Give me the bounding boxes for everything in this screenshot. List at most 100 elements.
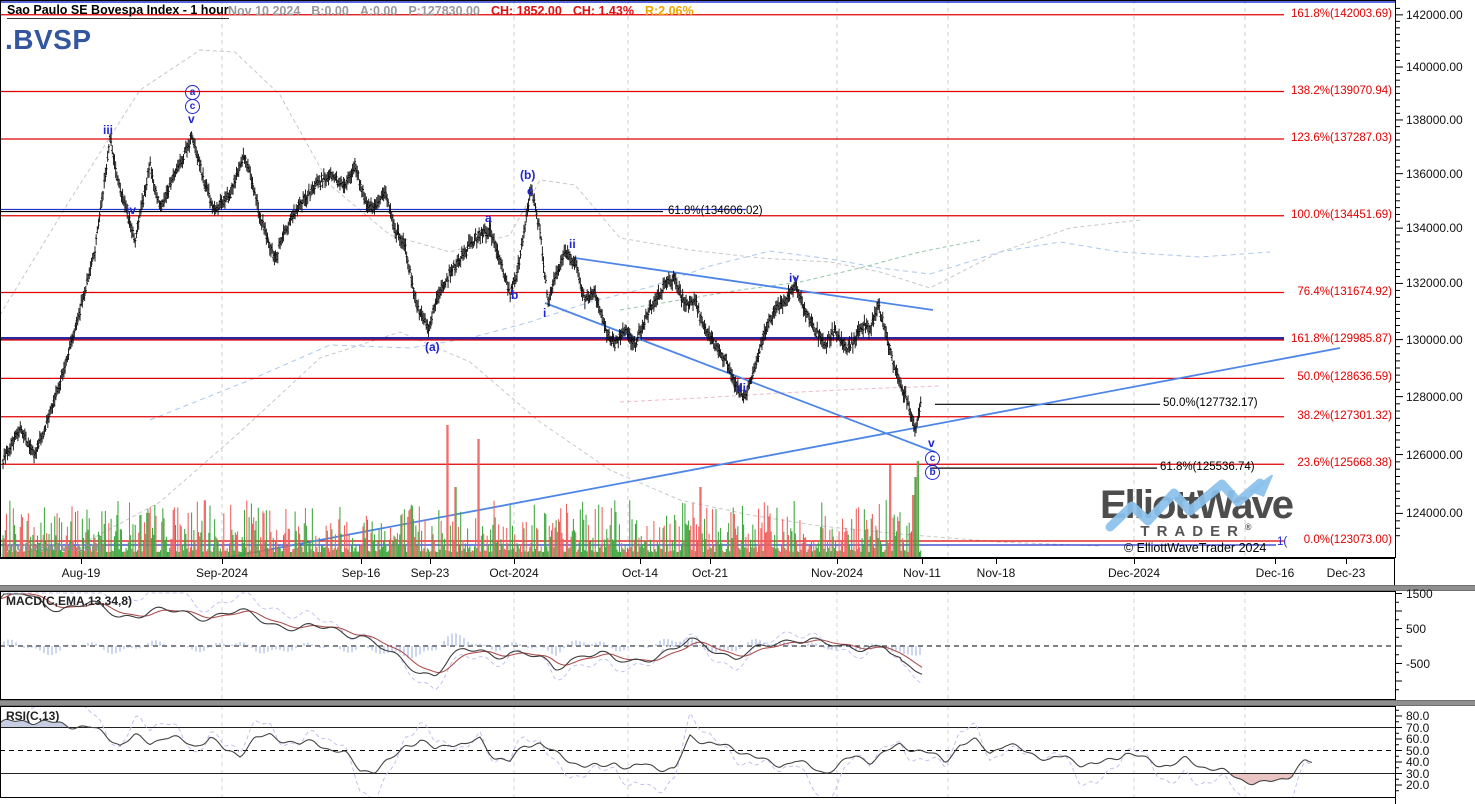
symbol-label: .BVSP	[5, 24, 92, 55]
chart-title: Sao Paulo SE Bovespa Index - 1 hour	[7, 3, 229, 19]
date-axis-label: Nov-18	[976, 566, 1016, 580]
macd-panel-label: MACD(C,EMA,13,34,8)	[6, 594, 133, 608]
price-bars	[1, 131, 922, 470]
wave-label[interactable]: v	[928, 436, 935, 450]
panel-separator[interactable]	[0, 585, 1475, 591]
axis-tick	[514, 559, 515, 564]
moving-average-line	[619, 239, 981, 311]
wave-label[interactable]: v	[188, 112, 195, 126]
fib-level-label: 161.8%(129985.87)	[1290, 333, 1392, 345]
price-axis-label: 130000.00	[1406, 332, 1463, 347]
macd-axis-label: -500	[1406, 656, 1431, 671]
wave-label[interactable]: (b)	[520, 168, 536, 182]
macd-histogram	[3, 633, 921, 659]
logo-word-trader: TRADER	[1140, 523, 1245, 540]
quote-range-pct: R:2.06%	[644, 4, 694, 18]
axis-tick	[837, 559, 838, 564]
axis-tick	[640, 559, 641, 564]
macd-panel-chart[interactable]	[0, 591, 1395, 700]
fib-extension-label: 50.0%(127732.17)	[1163, 397, 1258, 410]
quote-change: CH: 1852.00	[490, 4, 562, 18]
date-axis-label: Sep-23	[410, 566, 450, 580]
trendline[interactable]	[118, 347, 1341, 558]
motivewave-watermark: motivewave.com	[6, 540, 103, 554]
axis-tick	[1346, 559, 1347, 564]
volume-bars-up	[2, 461, 922, 557]
price-axis[interactable]: 142000.00 140000.00 138000.00 136000.00 1340…	[1395, 0, 1475, 558]
axis-tick	[922, 559, 923, 564]
rsi-axis-label: 40.0	[1406, 755, 1430, 769]
date-axis-label: Sep-16	[341, 566, 381, 580]
logo-wave-arrow-icon	[1105, 475, 1274, 532]
price-axis-label: 124000.00	[1406, 506, 1463, 521]
fib-level-label: 138.2%(139070.94)	[1290, 84, 1392, 97]
trendline[interactable]	[544, 302, 936, 453]
fib-level-label: 23.6%(125668.38)	[1297, 457, 1392, 470]
price-axis-label: 138000.00	[1406, 112, 1463, 127]
wave-label[interactable]: a	[185, 85, 200, 100]
wave-label[interactable]: c	[925, 451, 940, 466]
rsi-line	[0, 718, 1313, 786]
rsi-axis-label: 70.0	[1406, 720, 1430, 735]
moving-average-line	[149, 241, 1271, 421]
panel-separator[interactable]	[0, 700, 1475, 706]
macd-axis-label: 1500	[1406, 586, 1433, 601]
wave-label[interactable]: (a)	[425, 340, 440, 354]
fib-level-label: 161.8%(142003.69)	[1290, 7, 1392, 20]
price-axis-label: 132000.00	[1406, 276, 1463, 291]
wave-label[interactable]: b	[925, 465, 940, 480]
axis-tick	[430, 559, 431, 564]
rsi-axis-label: 80.0	[1406, 709, 1430, 723]
rsi-axis[interactable]: 80.070.060.050.040.030.020.070.050.038.5…	[1395, 706, 1475, 804]
date-axis-label: Dec-23	[1326, 566, 1366, 580]
quote-bid: B:0.00	[311, 4, 349, 18]
wave-label[interactable]: iii	[103, 123, 114, 137]
price-axis-label: 140000.00	[1406, 60, 1463, 75]
rsi-panel-chart[interactable]	[0, 706, 1395, 798]
wave-label[interactable]: a	[485, 211, 492, 225]
date-axis-label: Sep-2024	[195, 566, 249, 580]
moving-average-line	[619, 385, 941, 403]
wave-label[interactable]: c	[185, 99, 200, 114]
wave-label[interactable]: iv	[789, 271, 800, 285]
wave-label[interactable]: ii	[569, 237, 576, 251]
wave-label[interactable]: b	[511, 288, 519, 302]
date-axis-label: Dec-16	[1255, 566, 1295, 580]
axis-tick	[1134, 559, 1135, 564]
volume-bars-down	[3, 425, 918, 557]
price-axis-label: 136000.00	[1406, 166, 1463, 181]
date-axis-label: Nov-2024	[810, 566, 864, 580]
date-axis-label: Aug-19	[61, 566, 101, 580]
main-price-chart[interactable]	[0, 0, 1395, 558]
wave-label[interactable]: c	[527, 184, 534, 198]
fib-level-label: 0.0%(123073.00)	[1303, 534, 1392, 546]
registered-mark-icon: ®	[1244, 522, 1252, 532]
trendline[interactable]	[574, 257, 934, 311]
fib-level-label: 76.4%(131674.92)	[1297, 285, 1392, 298]
wave-label[interactable]: i	[543, 306, 547, 320]
quote-last: P:127830.00	[408, 4, 480, 18]
date-axis-label: Oct-21	[691, 566, 729, 580]
date-axis-label: Oct-2024	[489, 566, 539, 580]
date-axis-label: Oct-14	[621, 566, 659, 580]
axis-tick	[710, 559, 711, 564]
rsi-axis-label: 30.0	[1406, 766, 1430, 781]
axis-tick	[361, 559, 362, 564]
fib-level-label: 50.0%(128636.59)	[1297, 371, 1392, 384]
quote-bar: Nov 10 2024 B:0.00 A:0.00 P:127830.00 CH: 18…	[228, 4, 705, 18]
rsi-axis-label: 50.0	[1406, 743, 1430, 758]
rsi-signal-line	[11, 706, 1313, 798]
fib-level-label: 100.0%(134451.69)	[1290, 208, 1392, 221]
fib-extension-label: 61.8%(125536.74)	[1160, 461, 1255, 474]
macd-line	[0, 593, 923, 677]
wave-label[interactable]: iv	[126, 203, 137, 217]
wave-label[interactable]: iii	[736, 381, 747, 395]
copyright-label: © ElliottWaveTrader 2024	[1124, 541, 1267, 555]
date-axis[interactable]: Aug-19 Sep-2024 Sep-16 Sep-23 Oct-2024 Oct-14…	[0, 558, 1395, 585]
quote-date: Nov 10 2024	[228, 4, 301, 18]
fib-level-label: 123.6%(137287.03)	[1290, 132, 1392, 144]
fib-extension-label: 61.8%(134606.02)	[668, 204, 763, 217]
price-axis-label: 128000.00	[1406, 389, 1463, 404]
